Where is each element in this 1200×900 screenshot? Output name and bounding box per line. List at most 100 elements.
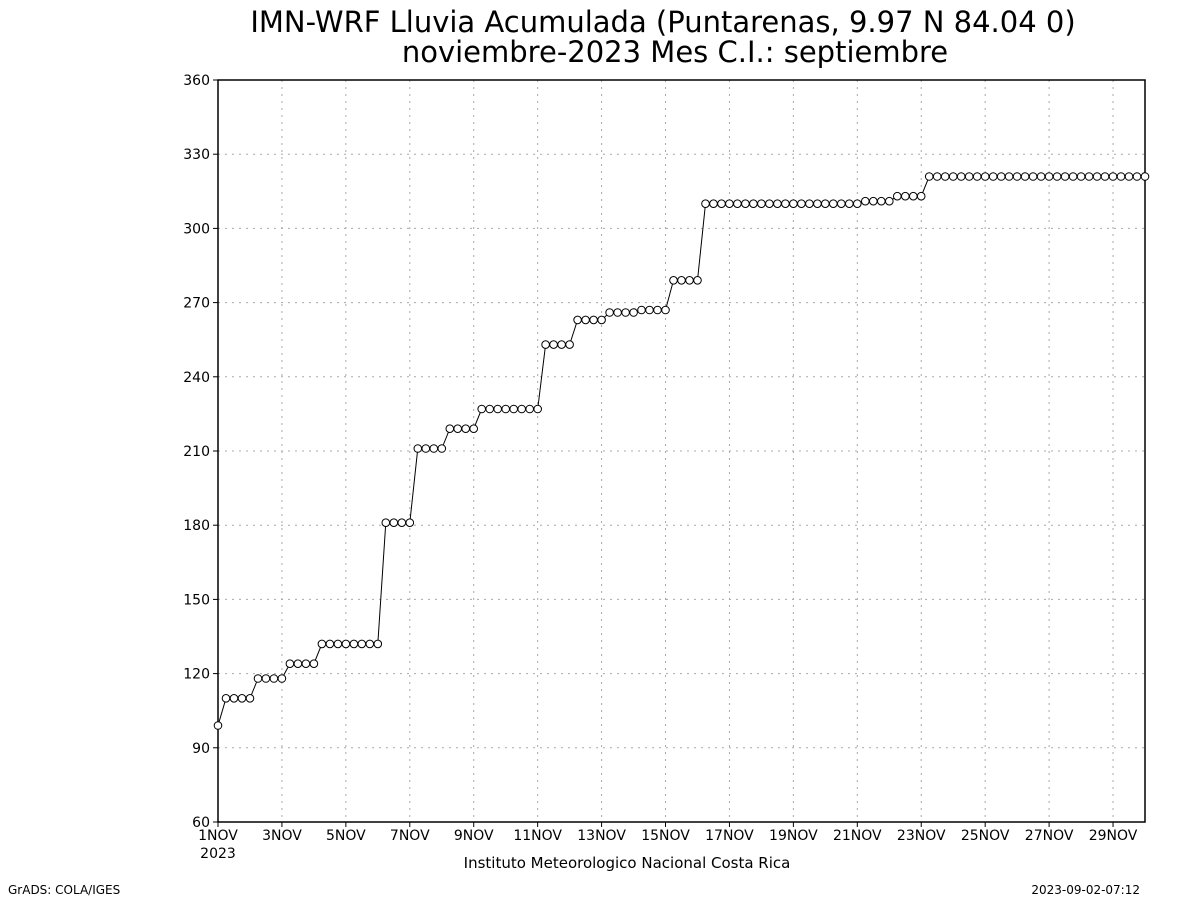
data-point [237, 694, 247, 703]
data-point [853, 199, 862, 208]
y-tick-label: 90 [192, 741, 210, 757]
data-point [916, 191, 926, 201]
data-point [581, 315, 590, 325]
data-point [797, 199, 806, 208]
x-tick-label: 3NOV [262, 828, 302, 844]
data-point [325, 639, 335, 649]
data-point [445, 424, 455, 434]
x-tick-label: 19NOV [769, 828, 818, 844]
data-point [1132, 172, 1142, 181]
data-point [1068, 172, 1078, 181]
y-tick-label: 150 [183, 592, 210, 608]
data-point [1076, 172, 1086, 181]
data-point [253, 674, 263, 683]
data-point [565, 340, 574, 349]
data-point [1060, 172, 1070, 181]
data-point [381, 518, 391, 528]
data-point [805, 199, 814, 208]
data-point [749, 199, 758, 208]
data-point [221, 694, 231, 703]
grid-lines [218, 80, 1145, 822]
data-point [525, 404, 535, 414]
data-point [709, 199, 718, 208]
data-point [597, 315, 606, 325]
data-point [996, 172, 1006, 181]
data-point [429, 444, 439, 453]
y-tick-label: 300 [183, 221, 210, 237]
data-point [397, 518, 407, 528]
data-point [293, 659, 303, 669]
x-tick-label: 25NOV [961, 828, 1010, 844]
data-point [333, 639, 343, 649]
data-point [813, 199, 822, 208]
footer-grads-credit: GrADS: COLA/IGES [8, 883, 120, 897]
data-point [477, 404, 487, 414]
x-tick-label: 5NOV [326, 828, 366, 844]
data-point [421, 444, 431, 453]
y-tick-label: 360 [183, 73, 210, 89]
data-point [789, 199, 798, 208]
x-tick-label: 11NOV [513, 828, 562, 844]
data-point [1028, 172, 1038, 181]
data-point [1140, 172, 1150, 181]
data-point [285, 659, 295, 669]
data-point [245, 694, 255, 703]
data-point [901, 191, 910, 201]
data-point [517, 404, 527, 414]
data-point [645, 305, 654, 315]
data-point [980, 172, 990, 181]
data-point [605, 308, 614, 317]
footer-institution: Instituto Meteorologico Nacional Costa R… [464, 854, 791, 872]
data-point [557, 340, 566, 349]
data-point [1044, 172, 1054, 181]
data-point [940, 172, 950, 181]
data-point [964, 172, 974, 181]
data-point [301, 659, 311, 669]
data-point [972, 172, 982, 181]
data-point [885, 196, 894, 206]
data-point [461, 424, 471, 434]
x-tick-label: 29NOV [1089, 828, 1138, 844]
data-point [437, 444, 447, 453]
chart-title: IMN-WRF Lluvia Acumulada (Puntarenas, 9.… [250, 5, 1075, 39]
y-tick-label: 330 [183, 147, 210, 163]
y-tick-label: 270 [183, 296, 210, 312]
data-point [956, 172, 966, 181]
data-point [509, 404, 519, 414]
x-tick-label: 1NOV [198, 828, 238, 844]
data-point [948, 172, 958, 181]
data-point [541, 340, 550, 349]
x-tick-label: 7NOV [390, 828, 430, 844]
data-point [893, 191, 902, 201]
data-point [629, 308, 638, 317]
data-point [389, 518, 399, 528]
data-point [341, 639, 351, 649]
x-tick-label: 17NOV [705, 828, 754, 844]
y-tick-label: 120 [183, 667, 210, 683]
data-point [277, 674, 287, 683]
data-point [405, 518, 415, 528]
data-point [685, 276, 694, 285]
data-point [1012, 172, 1022, 181]
data-point [877, 196, 886, 206]
plot-frame [217, 79, 1146, 823]
data-point [733, 199, 742, 208]
data-point [589, 315, 598, 325]
data-point [741, 199, 750, 208]
data-point [845, 199, 854, 208]
y-tick-label: 210 [183, 444, 210, 460]
y-tick-label: 180 [183, 518, 210, 534]
data-point [693, 276, 702, 285]
y-tick-label: 60 [192, 815, 210, 831]
data-point [573, 315, 582, 325]
data-point [309, 659, 319, 669]
data-point [1036, 172, 1046, 181]
data-point [869, 196, 878, 206]
x-tick-label: 15NOV [641, 828, 690, 844]
data-point [677, 276, 686, 285]
data-point [1084, 172, 1094, 181]
data-point [493, 404, 503, 414]
data-point [469, 424, 479, 434]
data-point [1124, 172, 1134, 181]
